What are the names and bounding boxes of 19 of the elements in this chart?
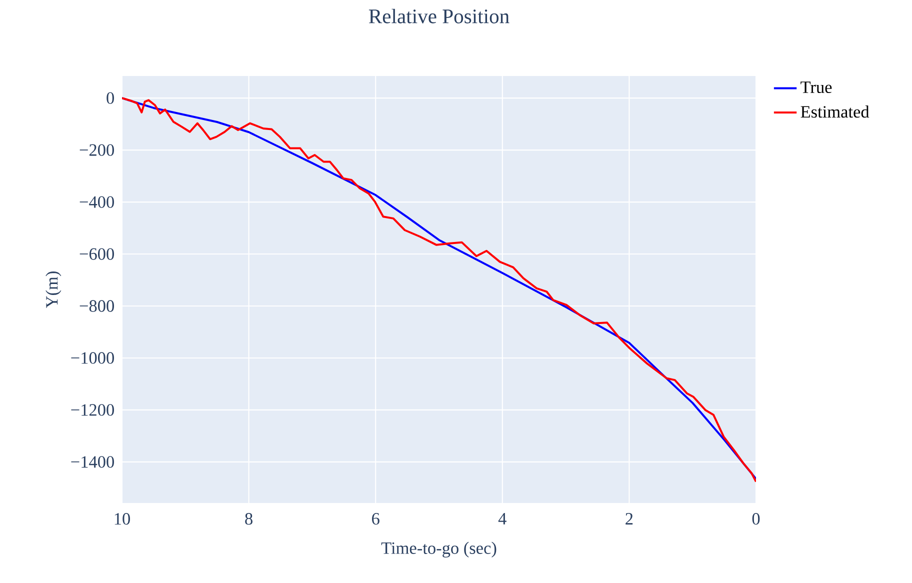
- y-tick-label: −800: [80, 300, 114, 312]
- chart-title: Relative Position: [368, 8, 510, 24]
- x-tick-label: 0: [752, 513, 760, 525]
- y-tick-label: −1000: [71, 352, 114, 364]
- x-tick-label: 10: [114, 513, 130, 525]
- y-tick-label: −400: [80, 196, 114, 208]
- x-tick-label: 4: [498, 513, 506, 524]
- y-tick-label: −600: [80, 248, 114, 260]
- y-tick-label: −1200: [71, 404, 114, 416]
- y-tick-label: 0: [106, 92, 114, 104]
- legend-label: Estimated: [800, 106, 870, 118]
- x-tick-label: 8: [245, 513, 252, 525]
- y-axis-title: Y(m): [46, 272, 62, 308]
- y-tick-label: −200: [80, 144, 114, 156]
- y-tick-label: −1400: [71, 456, 114, 468]
- x-tick-label: 6: [372, 513, 380, 525]
- x-tick-label: 2: [626, 513, 633, 524]
- legend-label: True: [800, 82, 832, 94]
- x-axis-title: Time-to-go (sec): [381, 542, 496, 558]
